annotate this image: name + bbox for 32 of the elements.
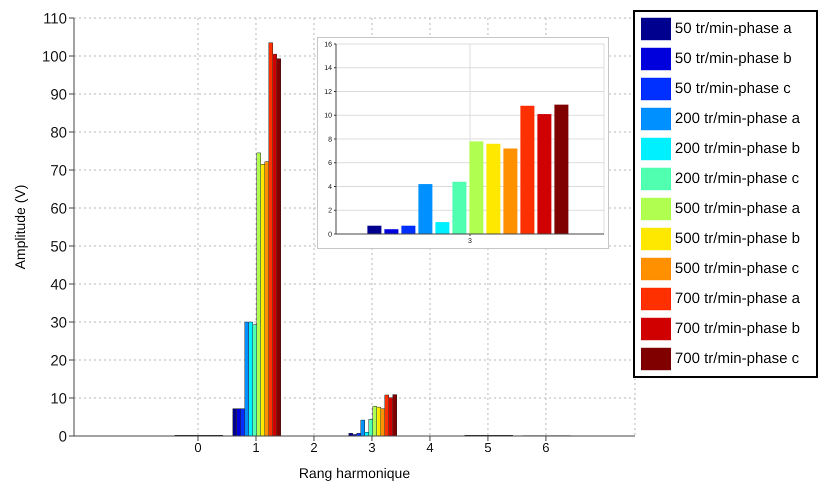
- x-tick-label: 3: [368, 440, 376, 456]
- x-axis-title: Rang harmonique: [298, 465, 410, 481]
- x-tick-label: 2: [310, 440, 318, 456]
- y-tick-label: 70: [50, 162, 67, 180]
- legend-label: 500 tr/min-phase a: [674, 200, 800, 217]
- y-tick-label: 100: [42, 48, 67, 66]
- legend-label: 50 tr/min-phase a: [674, 20, 792, 37]
- legend-label: 200 tr/min-phase c: [674, 170, 800, 187]
- x-tick-label: 5: [484, 440, 492, 456]
- y-tick-label: 20: [50, 352, 67, 370]
- x-tick-label: 6: [542, 440, 550, 456]
- legend-label: 700 tr/min-phase a: [674, 290, 800, 307]
- x-tick-label: 1: [252, 440, 260, 456]
- legend-label: 50 tr/min-phase c: [674, 80, 791, 97]
- y-tick-label: 110: [43, 10, 67, 28]
- y-tick-label: 60: [50, 200, 67, 218]
- x-tick-label: 4: [426, 440, 434, 456]
- legend-label: 500 tr/min-phase c: [674, 260, 800, 277]
- y-tick-label: 50: [50, 238, 67, 256]
- x-tick-label: 0: [194, 440, 202, 456]
- legend-label: 500 tr/min-phase b: [674, 230, 800, 247]
- y-tick-label: 40: [50, 276, 67, 294]
- y-tick-label: 90: [50, 86, 67, 104]
- y-tick-label: 80: [50, 124, 67, 142]
- legend-label: 50 tr/min-phase b: [674, 50, 792, 67]
- legend-label: 200 tr/min-phase a: [674, 110, 800, 127]
- legend-label: 700 tr/min-phase b: [674, 320, 800, 337]
- y-tick-label: 10: [50, 390, 67, 408]
- y-tick-label: 30: [50, 314, 67, 332]
- y-axis-title: Amplitude (V): [12, 184, 28, 270]
- legend-label: 200 tr/min-phase b: [674, 140, 800, 157]
- legend-label: 700 tr/min-phase c: [674, 350, 800, 367]
